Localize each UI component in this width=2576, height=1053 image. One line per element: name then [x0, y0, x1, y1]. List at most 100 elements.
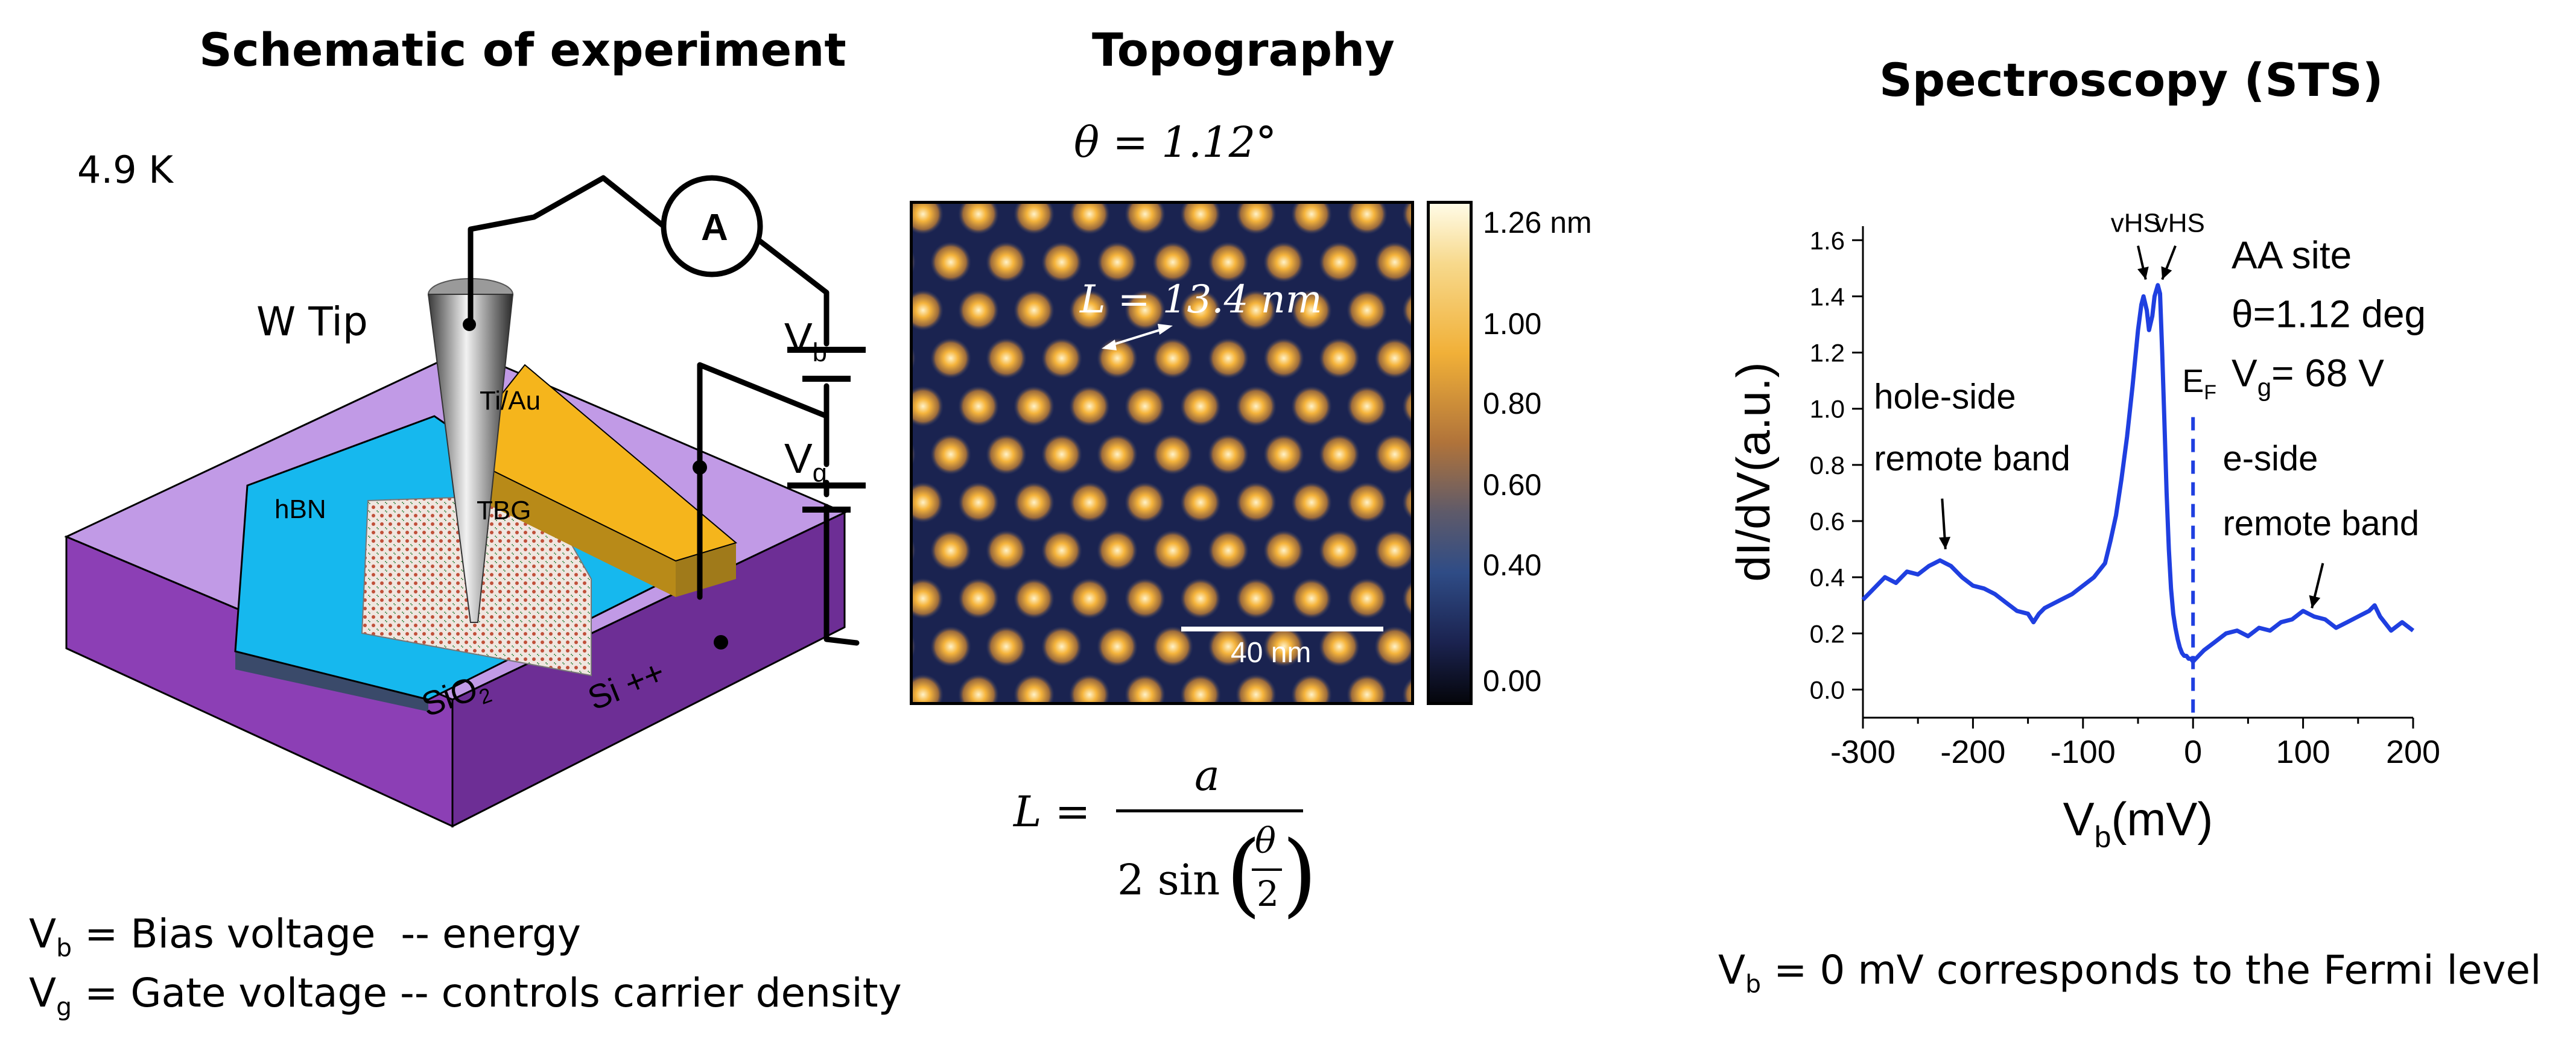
contact-front — [455, 452, 676, 597]
moire-aa-site — [910, 385, 944, 427]
info-theta: θ=1.12 deg — [2232, 292, 2426, 336]
vg-label: Vg — [784, 434, 827, 489]
moire-aa-site — [1374, 241, 1414, 283]
hbn-label: hBN — [274, 495, 326, 524]
moire-aa-site — [986, 434, 1027, 475]
moire-aa-site — [1319, 241, 1360, 283]
fermi-label: EF — [2182, 363, 2216, 404]
y-tick-label: 0.2 — [1810, 619, 1845, 648]
moire-aa-site — [1125, 385, 1166, 427]
vhs-right-arrow-head — [2161, 266, 2172, 280]
vb-main: V — [784, 314, 813, 361]
formula-fraction-bar — [1116, 809, 1303, 812]
topography-image — [910, 201, 1414, 705]
hbn-flake-edge — [235, 651, 428, 712]
vb-sub: b — [812, 338, 827, 368]
legend-vb-sub: b — [56, 933, 72, 963]
y-tick-label: 0.6 — [1810, 507, 1845, 536]
hole-annotation-line1: hole-side — [1874, 378, 2016, 417]
colorbar-tick-4: 0.40 — [1483, 548, 1542, 582]
colorbar — [1427, 201, 1473, 705]
ammeter-icon — [661, 175, 763, 277]
hole-arrow-head — [1938, 537, 1951, 549]
spectroscopy-title: Spectroscopy (STS) — [1879, 53, 2384, 107]
colorbar-tick-3: 0.60 — [1483, 468, 1542, 502]
moire-aa-site — [910, 674, 944, 705]
moire-aa-site — [1041, 241, 1082, 283]
moire-aa-site — [986, 626, 1027, 668]
moire-aa-site — [958, 289, 999, 331]
x-tick-label: 0 — [2184, 734, 2202, 770]
moire-aa-site — [1263, 338, 1304, 379]
moire-aa-site — [1319, 434, 1360, 475]
y-tick-label: 0.0 — [1810, 675, 1845, 704]
moire-aa-site — [1208, 338, 1249, 379]
moire-aa-site — [1291, 201, 1332, 235]
contact-label: Ti/Au — [480, 386, 541, 416]
moire-aa-site — [1180, 201, 1221, 235]
legend-vb-text: = Bias voltage -- energy — [72, 911, 581, 957]
moire-aa-site — [1069, 201, 1110, 235]
moire-aa-site — [1152, 338, 1193, 379]
info-site: AA site — [2232, 233, 2352, 277]
moire-aa-site — [1041, 530, 1082, 571]
moire-aa-site — [1069, 482, 1110, 523]
moire-aa-site — [910, 482, 944, 523]
x-axis-label: Vb(mV) — [2063, 792, 2213, 854]
temperature-label: 4.9 K — [77, 148, 173, 192]
moire-aa-site — [1347, 385, 1388, 427]
moire-aa-site — [1152, 241, 1193, 283]
moire-aa-site — [1347, 482, 1388, 523]
theta-label: θ = 1.12° — [1074, 118, 1277, 167]
moire-aa-site — [1014, 385, 1055, 427]
moire-aa-site — [1014, 674, 1055, 705]
moire-aa-site — [986, 530, 1027, 571]
y-tick-label: 1.4 — [1810, 282, 1845, 311]
scale-bar-and-arrow — [1102, 324, 1383, 631]
moire-aa-site — [1374, 434, 1414, 475]
e-arrow-head — [2309, 595, 2321, 609]
moire-aa-site — [1319, 530, 1360, 571]
y-tick-label: 0.8 — [1810, 451, 1845, 479]
sts-series-line — [1861, 283, 2415, 664]
moire-aa-site — [1374, 626, 1414, 668]
hole-annotation-line2: remote band — [1874, 439, 2070, 478]
moire-aa-site — [1291, 289, 1332, 331]
w-tip — [427, 294, 514, 623]
sts-chart: -300 -200 -100 0 100 200 0.0 0.2 0.4 0.6 0.8 1.0 1.2… — [1727, 208, 2440, 854]
moire-aa-site — [1236, 201, 1277, 235]
moire-aa-site — [1347, 674, 1388, 705]
moire-aa-site — [930, 530, 971, 571]
moire-aa-site — [1125, 289, 1166, 331]
moire-aa-site — [1014, 289, 1055, 331]
moire-aa-site — [1374, 530, 1414, 571]
legend-vg-sub: g — [56, 992, 72, 1022]
moire-aa-site — [1152, 626, 1193, 668]
moire-aa-site — [958, 482, 999, 523]
moire-aa-site — [1125, 201, 1166, 235]
moire-aa-site — [1180, 385, 1221, 427]
x-tick-label: -200 — [1940, 734, 2005, 770]
moire-aa-site — [1236, 385, 1277, 427]
moire-aa-site — [1097, 434, 1138, 475]
topography-title: Topography — [1092, 23, 1395, 77]
scale-bar-label: 40 nm — [1231, 637, 1312, 669]
moire-aa-site — [958, 385, 999, 427]
moire-aa-site — [1291, 578, 1332, 619]
moire-aa-site — [1291, 385, 1332, 427]
x-tick-label: 200 — [2386, 734, 2440, 770]
moire-aa-site — [1069, 385, 1110, 427]
moire-period-label: L = 13.4 nm — [1080, 277, 1322, 322]
moire-aa-site — [1263, 530, 1304, 571]
moire-aa-site — [1069, 289, 1110, 331]
x-tick-label: -100 — [2051, 734, 2116, 770]
moire-aa-site — [1319, 626, 1360, 668]
sts-footer: Vb = 0 mV corresponds to the Fermi level — [1718, 947, 2541, 998]
moire-aa-site — [930, 338, 971, 379]
moire-aa-site — [958, 201, 999, 235]
legend-vb-main: V — [29, 911, 57, 957]
moire-aa-site — [1069, 674, 1110, 705]
footer-v: V — [1718, 947, 1746, 993]
moire-aa-site — [1263, 434, 1304, 475]
moire-aa-site — [1125, 674, 1166, 705]
